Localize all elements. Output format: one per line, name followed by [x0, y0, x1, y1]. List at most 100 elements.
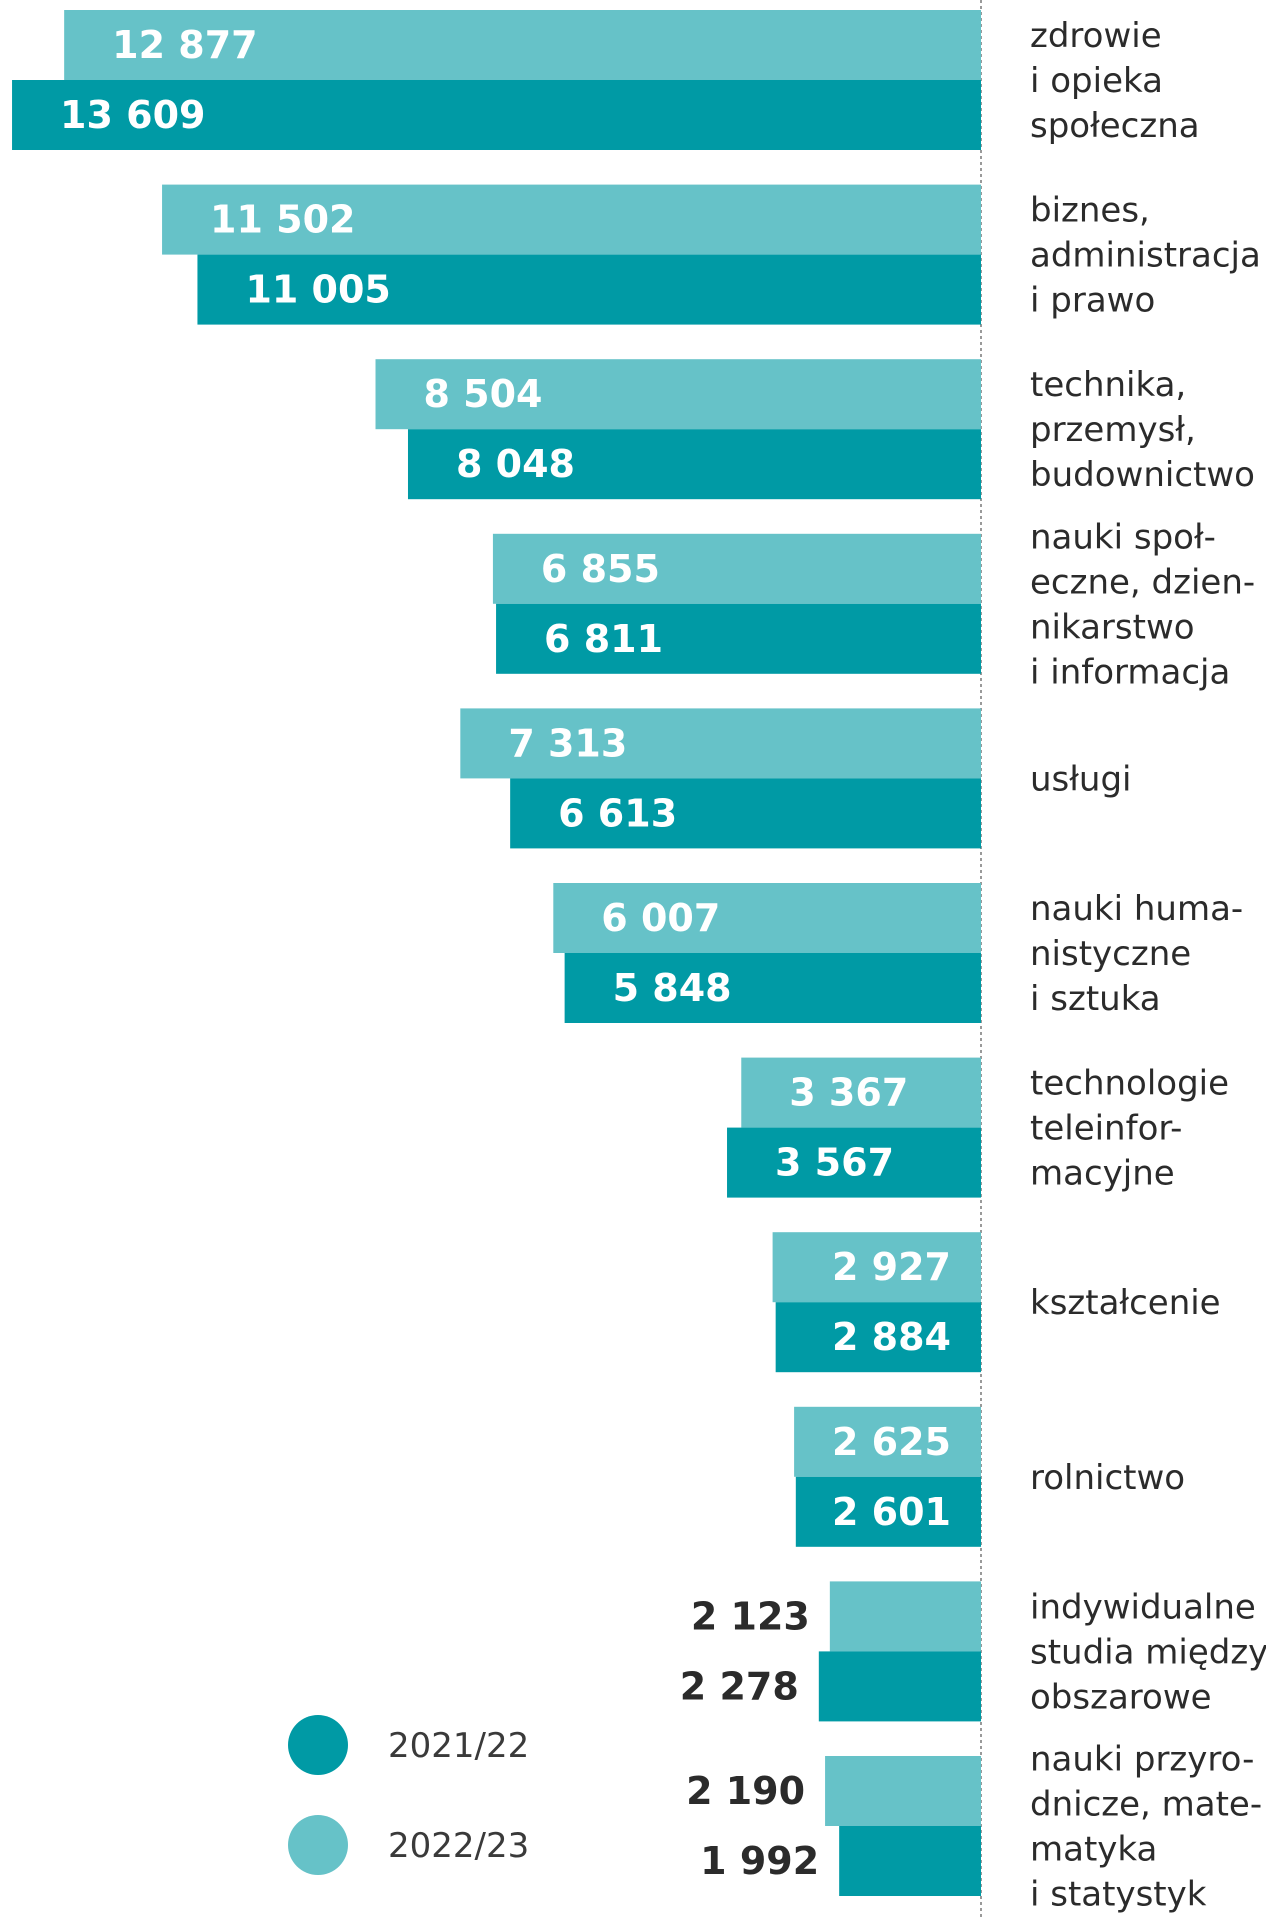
category-label: rolnictwo [1030, 1458, 1185, 1498]
category-label-line: obszarowe [1030, 1677, 1212, 1717]
legend-swatch [288, 1815, 348, 1875]
bar [741, 1057, 981, 1128]
category-group: 6 855 6 811 [492, 533, 981, 674]
category-label-line: rolnictwo [1030, 1458, 1185, 1498]
data-label: 8 504 [424, 372, 543, 416]
category-label-line: matyka [1030, 1830, 1157, 1870]
bar [510, 778, 981, 849]
category-label: nauki przyro-dnicze, mate-matyka i statys… [1030, 1740, 1262, 1915]
bar [407, 429, 981, 500]
legend: 2021/22 2022/23 [288, 1715, 529, 1875]
category-label: indywidualne studia między-obszarowe [1030, 1587, 1266, 1717]
legend-label: 2021/22 [388, 1726, 529, 1766]
legend-label: 2022/23 [388, 1826, 529, 1866]
data-label: 5 848 [613, 966, 732, 1010]
data-label: 6 613 [558, 791, 677, 835]
category-label-line: eczne, dzien- [1030, 562, 1255, 602]
data-label: 2 625 [832, 1420, 951, 1464]
legend-swatch [288, 1715, 348, 1775]
category-label-line: technika, [1030, 365, 1186, 405]
category-label-line: i opieka [1030, 61, 1163, 101]
category-label: biznes, administracja i prawo [1030, 191, 1261, 321]
category-label-line: macyjne [1030, 1154, 1175, 1194]
bar [460, 708, 981, 779]
category-label-line: studia między- [1030, 1632, 1266, 1672]
category-group: 7 313 6 613 [460, 708, 981, 849]
category-group: 2 190 1 992 [686, 1756, 981, 1896]
bar [795, 1476, 981, 1547]
bar [564, 953, 981, 1023]
category-group: 2 927 2 884 [772, 1232, 981, 1373]
category-label-line: nauki huma- [1030, 889, 1243, 929]
category-label: nauki huma-nistyczne i sztuka [1030, 889, 1243, 1019]
data-label: 7 313 [508, 721, 627, 765]
category-label-line: i statystyk [1030, 1875, 1207, 1915]
category-label-line: administracja [1030, 236, 1261, 276]
bar [825, 1756, 981, 1826]
category-group: 6 007 5 848 [553, 883, 981, 1023]
data-label: 6 811 [544, 617, 663, 661]
bar [829, 1581, 981, 1652]
category-labels-group: zdrowie i opieka społeczna biznes, administr… [1030, 16, 1266, 1915]
category-label-line: nauki społ- [1030, 517, 1216, 557]
data-label: 2 123 [691, 1594, 810, 1638]
category-label-line: teleinfor- [1030, 1109, 1182, 1149]
category-group: 2 625 2 601 [794, 1406, 981, 1547]
category-label-line: i sztuka [1030, 979, 1161, 1019]
data-label: 3 567 [775, 1141, 894, 1185]
category-label: kształcenie [1030, 1283, 1221, 1323]
data-label: 2 278 [680, 1664, 799, 1708]
data-label: 11 502 [210, 198, 355, 242]
category-label-line: i informacja [1030, 652, 1230, 692]
bar [772, 1232, 981, 1303]
category-label-line: społeczna [1030, 106, 1200, 146]
bar [162, 184, 981, 255]
category-group: 2 123 2 278 [680, 1581, 981, 1722]
data-label: 8 048 [456, 442, 575, 486]
bar [12, 80, 982, 150]
category-group: 12 877 13 609 [12, 10, 982, 150]
bar [64, 10, 982, 80]
data-label: 2 190 [686, 1769, 805, 1813]
category-label: technologie teleinfor-macyjne [1030, 1064, 1229, 1194]
bar [818, 1651, 981, 1722]
data-label: 13 609 [60, 93, 205, 137]
category-label-line: nauki przyro- [1030, 1740, 1254, 1780]
category-label-line: przemysł, [1030, 410, 1196, 450]
category-label-line: dnicze, mate- [1030, 1785, 1262, 1825]
category-label-line: technologie [1030, 1064, 1229, 1104]
data-label: 6 855 [541, 547, 660, 591]
bar [492, 533, 981, 604]
category-label-line: indywidualne [1030, 1587, 1256, 1627]
bar [375, 359, 981, 430]
category-label: usługi [1030, 759, 1132, 799]
category-group: 11 502 11 005 [162, 184, 982, 325]
category-label-line: i prawo [1030, 281, 1155, 321]
category-label-line: zdrowie [1030, 16, 1162, 56]
category-label-line: biznes, [1030, 191, 1150, 231]
bar [197, 254, 982, 325]
category-group: 3 367 3 567 [727, 1057, 981, 1198]
category-label-line: budownictwo [1030, 455, 1255, 495]
category-label-line: kształcenie [1030, 1283, 1221, 1323]
data-label: 2 884 [832, 1315, 951, 1359]
bar [794, 1406, 981, 1477]
bar [553, 883, 981, 953]
bar [727, 1127, 981, 1198]
data-label: 1 992 [700, 1839, 819, 1883]
category-label: zdrowie i opieka społeczna [1030, 16, 1200, 146]
category-group: 8 504 8 048 [375, 359, 981, 500]
data-label: 2 927 [832, 1245, 951, 1289]
category-label-line: nikarstwo [1030, 607, 1195, 647]
data-label: 3 367 [789, 1071, 908, 1115]
bar [496, 603, 981, 674]
data-label: 2 601 [832, 1490, 951, 1534]
category-label-line: usługi [1030, 759, 1132, 799]
data-label: 6 007 [601, 896, 720, 940]
bar [839, 1826, 981, 1896]
data-label: 12 877 [112, 23, 257, 67]
category-label-line: nistyczne [1030, 934, 1191, 974]
category-label: technika, przemysł, budownictwo [1030, 365, 1255, 495]
